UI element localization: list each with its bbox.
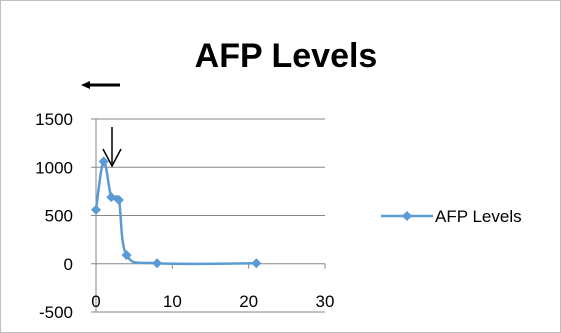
x-tick-label: 30: [316, 292, 335, 311]
down-arrow-head: [102, 148, 122, 168]
y-tick-label: 1000: [35, 158, 73, 177]
legend-marker: [402, 211, 412, 221]
series-line: [94, 160, 257, 266]
left-arrow-head: [81, 81, 90, 89]
x-tick-label: 0: [91, 292, 100, 311]
data-point-2: [106, 192, 117, 203]
data-point-8: [152, 258, 163, 269]
data-point-3: [113, 195, 124, 206]
legend: AFP Levels: [381, 207, 522, 226]
axes: 1500 1000 500 0 -500 0 10 20 30: [35, 110, 334, 322]
legend-label: AFP Levels: [435, 207, 522, 226]
data-point-4: [121, 250, 132, 261]
annotations: [81, 81, 122, 168]
chart-title: AFP Levels: [194, 37, 378, 75]
y-tick-label: 0: [64, 255, 73, 274]
y-tick-label: -500: [39, 303, 73, 322]
series-afp-levels: [91, 156, 262, 269]
y-tick-label: 500: [45, 207, 73, 226]
data-point-0: [91, 204, 101, 215]
data-point-21: [251, 258, 262, 269]
y-tick-label: 1500: [35, 110, 73, 129]
x-tick-label: 20: [239, 292, 258, 311]
grid-lines: [96, 118, 325, 313]
data-point-1: [98, 156, 109, 167]
x-tick-label: 10: [163, 292, 182, 311]
